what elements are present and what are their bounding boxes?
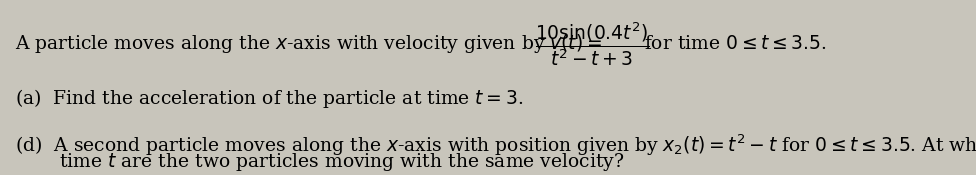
- Text: time $t$ are the two particles moving with the same velocity?: time $t$ are the two particles moving wi…: [59, 151, 624, 173]
- Text: (d)  A second particle moves along the $x$-axis with position given by $x_2(t) =: (d) A second particle moves along the $x…: [15, 132, 976, 158]
- Text: for time $0 \leq t \leq 3.5$.: for time $0 \leq t \leq 3.5$.: [644, 35, 827, 53]
- Text: $\dfrac{10\sin\!\left(0.4t^2\right)}{t^2 - t + 3}$: $\dfrac{10\sin\!\left(0.4t^2\right)}{t^2…: [535, 20, 650, 68]
- Text: A particle moves along the $x$-axis with velocity given by $v(t) =$: A particle moves along the $x$-axis with…: [15, 32, 601, 55]
- Text: (a)  Find the acceleration of the particle at time $t = 3$.: (a) Find the acceleration of the particl…: [15, 86, 523, 110]
